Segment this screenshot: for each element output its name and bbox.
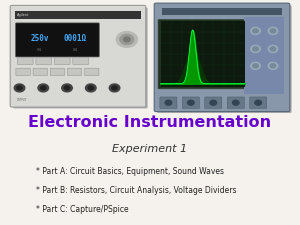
FancyBboxPatch shape <box>158 20 247 89</box>
FancyBboxPatch shape <box>50 68 64 76</box>
Circle shape <box>270 47 276 51</box>
Circle shape <box>268 27 278 34</box>
Circle shape <box>253 47 258 51</box>
Circle shape <box>268 45 278 52</box>
Circle shape <box>62 84 72 92</box>
FancyBboxPatch shape <box>10 5 146 107</box>
Bar <box>15 11 141 19</box>
Text: CH1: CH1 <box>37 48 42 52</box>
Circle shape <box>38 84 49 92</box>
Circle shape <box>251 27 260 34</box>
Circle shape <box>270 64 276 68</box>
Text: Agilent: Agilent <box>16 13 29 17</box>
Circle shape <box>120 34 134 45</box>
FancyBboxPatch shape <box>16 23 99 57</box>
FancyBboxPatch shape <box>16 68 30 76</box>
Text: Electronic Instrumentation: Electronic Instrumentation <box>28 115 272 130</box>
Text: 0001Ω: 0001Ω <box>64 34 87 43</box>
Circle shape <box>40 86 46 90</box>
FancyBboxPatch shape <box>36 57 52 65</box>
Circle shape <box>165 100 172 105</box>
FancyBboxPatch shape <box>17 57 33 65</box>
FancyBboxPatch shape <box>154 3 290 112</box>
Circle shape <box>255 100 262 105</box>
Circle shape <box>251 62 260 69</box>
FancyBboxPatch shape <box>85 68 99 76</box>
FancyBboxPatch shape <box>54 57 70 65</box>
FancyBboxPatch shape <box>250 97 267 108</box>
Text: CH2: CH2 <box>73 48 78 52</box>
FancyBboxPatch shape <box>68 68 82 76</box>
Bar <box>162 8 282 15</box>
FancyBboxPatch shape <box>205 97 222 108</box>
Circle shape <box>188 100 194 105</box>
Circle shape <box>14 84 25 92</box>
Circle shape <box>116 32 137 47</box>
Bar <box>160 21 245 87</box>
Circle shape <box>253 29 258 33</box>
Circle shape <box>85 84 96 92</box>
FancyBboxPatch shape <box>33 68 47 76</box>
Circle shape <box>268 62 278 69</box>
Circle shape <box>109 84 120 92</box>
Text: * Part B: Resistors, Circuit Analysis, Voltage Dividers: * Part B: Resistors, Circuit Analysis, V… <box>36 186 236 195</box>
Circle shape <box>64 86 70 90</box>
Text: * Part A: Circuit Basics, Equipment, Sound Waves: * Part A: Circuit Basics, Equipment, Sou… <box>36 166 224 176</box>
FancyBboxPatch shape <box>13 8 148 108</box>
Text: OUTPUT: OUTPUT <box>16 98 27 102</box>
Circle shape <box>270 29 276 33</box>
Text: * Part C: Capture/PSpice: * Part C: Capture/PSpice <box>36 205 129 214</box>
Circle shape <box>112 86 117 90</box>
FancyBboxPatch shape <box>73 57 88 65</box>
FancyBboxPatch shape <box>182 97 200 108</box>
Circle shape <box>88 86 93 90</box>
Circle shape <box>232 100 239 105</box>
FancyBboxPatch shape <box>157 5 292 113</box>
Text: 250v: 250v <box>30 34 49 43</box>
Circle shape <box>124 37 130 42</box>
Text: Experiment 1: Experiment 1 <box>112 144 188 154</box>
Circle shape <box>17 86 22 90</box>
Circle shape <box>210 100 217 105</box>
Circle shape <box>251 45 260 52</box>
Bar <box>244 17 284 94</box>
Circle shape <box>253 64 258 68</box>
FancyBboxPatch shape <box>160 97 177 108</box>
FancyBboxPatch shape <box>227 97 244 108</box>
